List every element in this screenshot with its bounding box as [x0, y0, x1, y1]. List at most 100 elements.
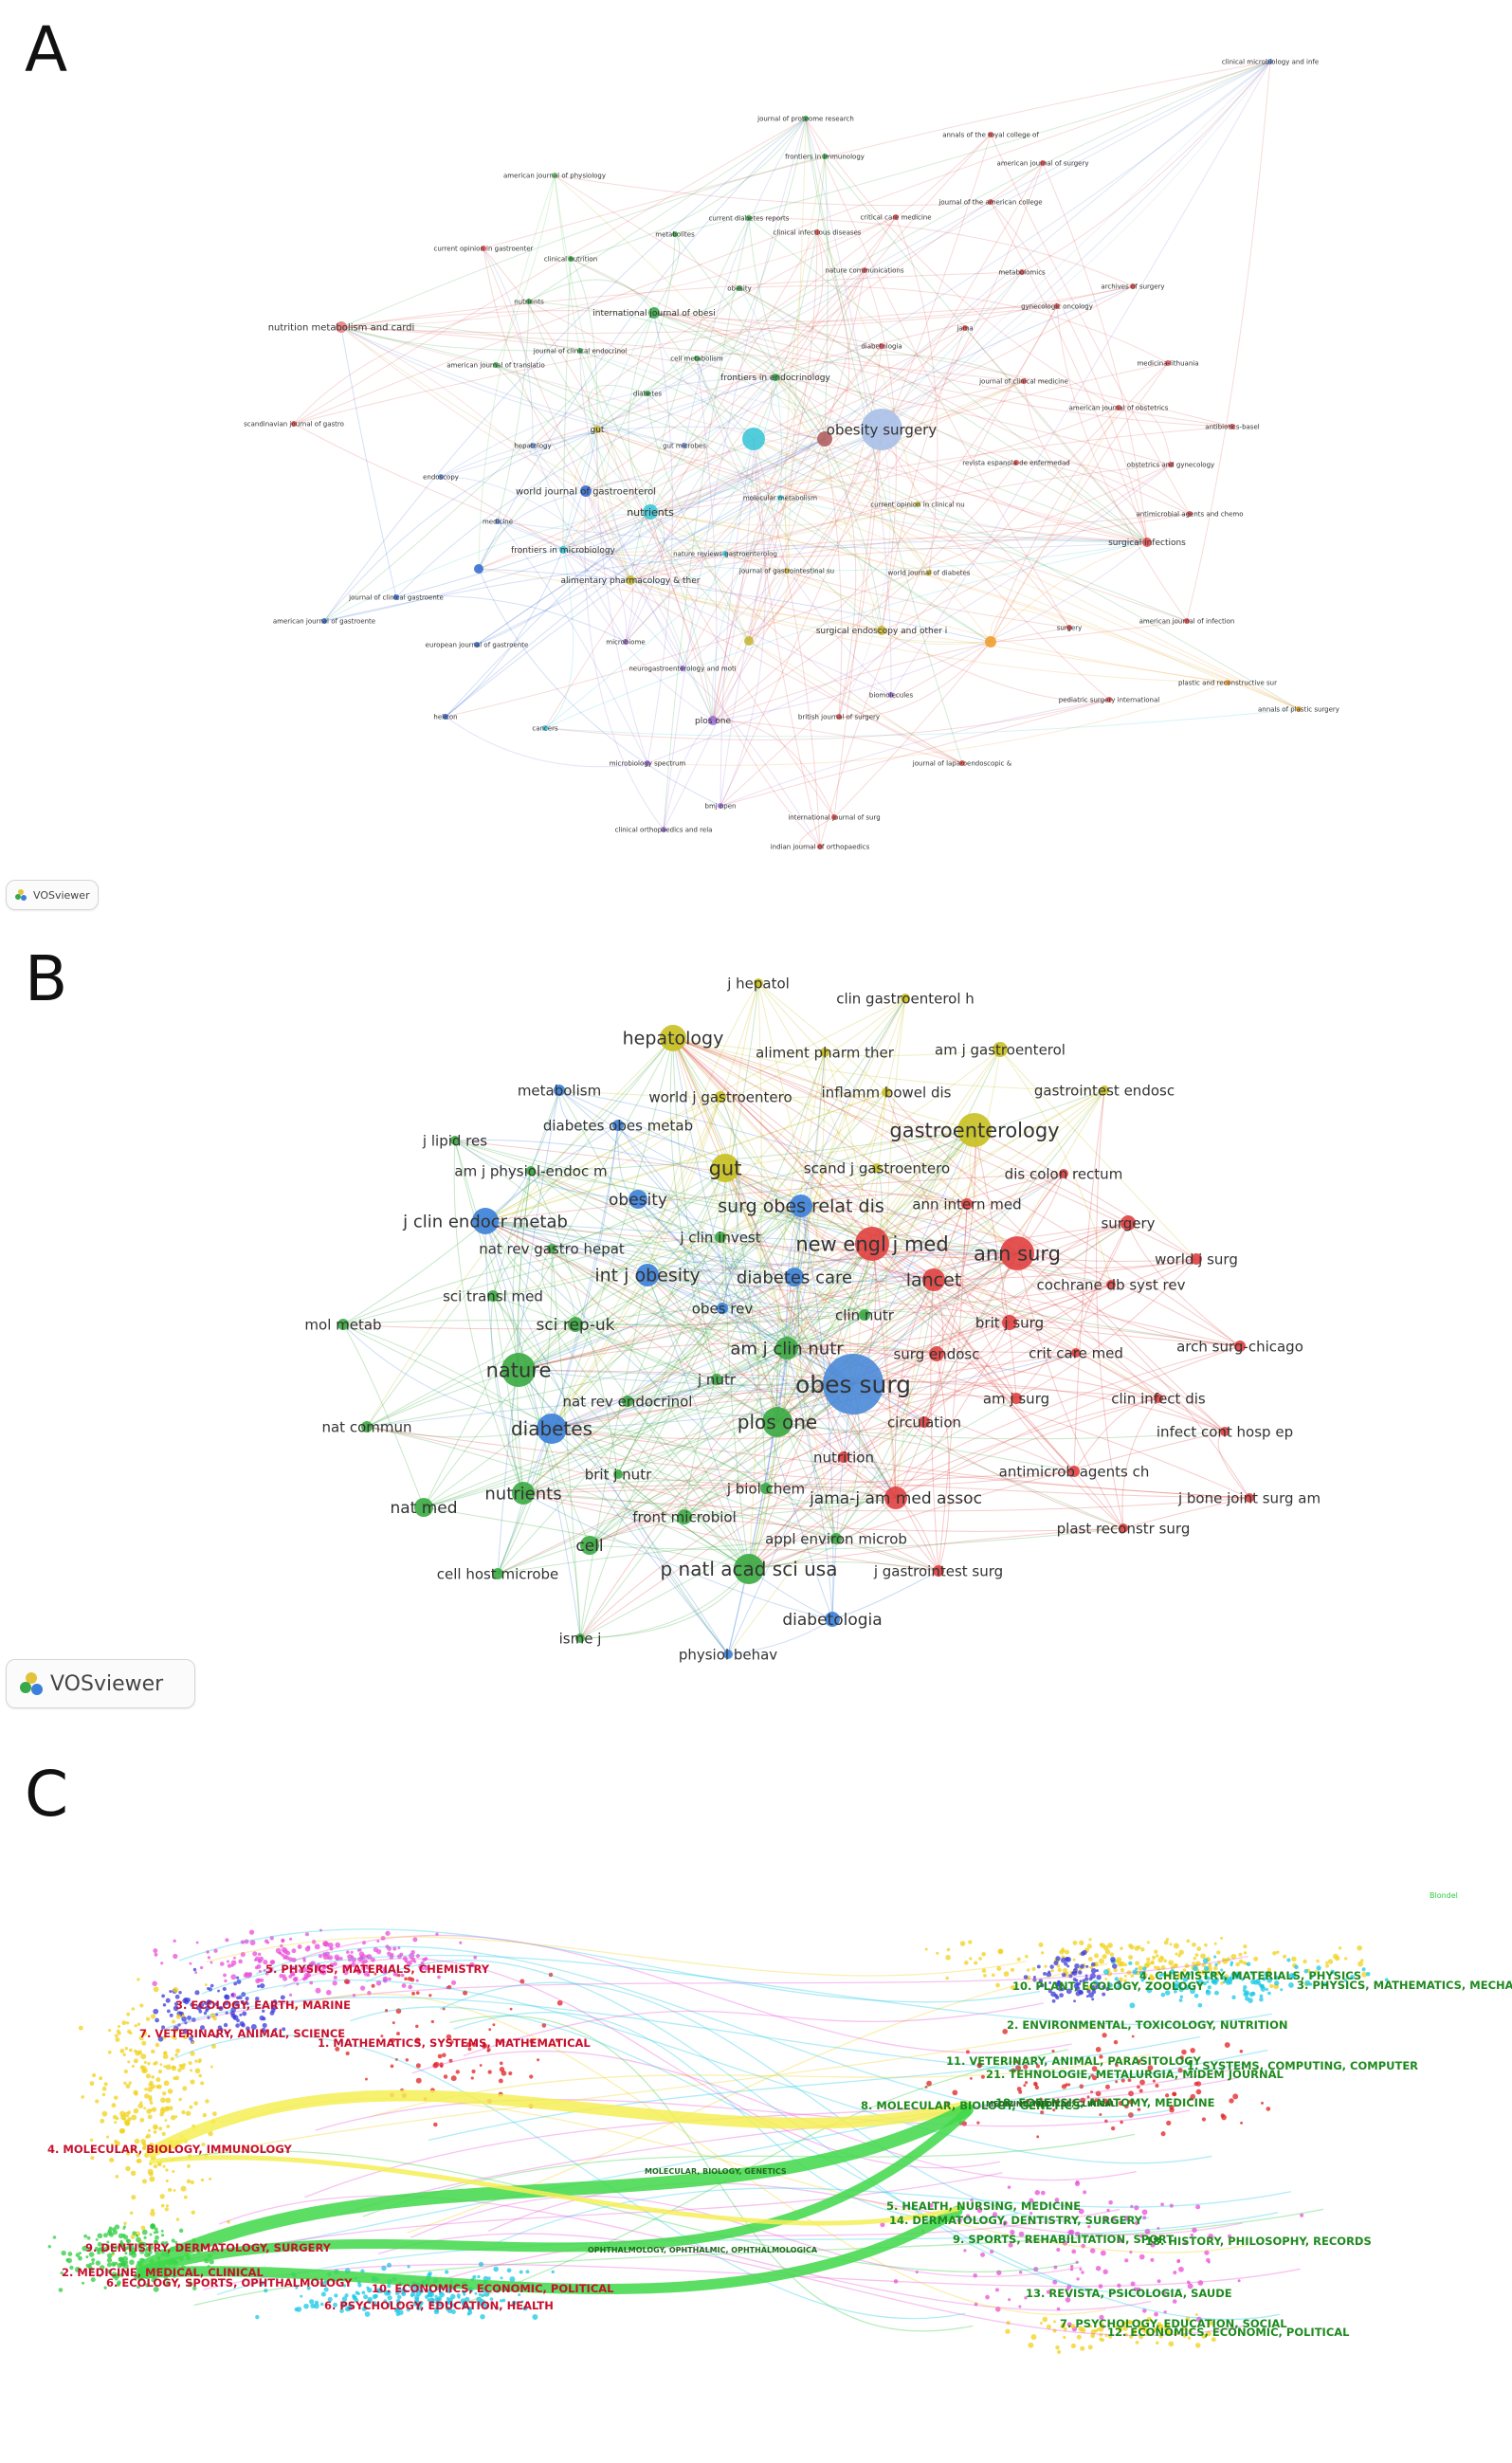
panel-c-journal-dot — [1134, 1945, 1139, 1951]
panel-a-edge — [293, 305, 1058, 425]
panel-b-edge — [484, 1051, 826, 1222]
panel-c-journal-dot — [1224, 2042, 1230, 2048]
panel-a-edge — [649, 511, 1300, 710]
panel-a-edge — [478, 568, 1229, 684]
panel-a-edge — [629, 462, 1017, 581]
panel-a-node-label: international journal of surg — [788, 813, 880, 821]
panel-a-edge — [625, 345, 883, 643]
panel-b-edge — [776, 1284, 1112, 1423]
panel-b-edge — [551, 1167, 726, 1250]
panel-b-edge — [454, 1140, 721, 1238]
panel-c-journal-dot — [392, 1946, 397, 1951]
panel-c-journal-dot — [227, 1963, 232, 1968]
panel-a-edge — [495, 364, 992, 643]
panel-a-node — [888, 692, 894, 698]
panel-c-journal-dot — [1123, 1962, 1128, 1967]
panel-b-edge — [800, 997, 906, 1207]
panel-b-edge — [871, 1049, 1001, 1245]
panel-a-edge — [774, 376, 1070, 629]
panel-c-journal-dot — [963, 2249, 967, 2253]
panel-b-edge — [551, 982, 759, 1430]
panel-c-journal-dot — [114, 2261, 118, 2266]
panel-c-journal-dot — [332, 1980, 337, 1986]
panel-a-node-label: frontiers in immunology — [785, 153, 865, 160]
panel-a-edge — [445, 438, 826, 718]
panel-b-edge — [579, 1243, 873, 1639]
panel-c-journal-dot — [437, 1975, 441, 1980]
panel-c-journal-dot — [154, 1952, 158, 1957]
panel-c-journal-dot — [1120, 1946, 1123, 1951]
panel-b-edge — [786, 1347, 1159, 1399]
panel-b-node — [919, 1416, 930, 1428]
panel-b-node — [929, 1346, 944, 1361]
panel-a-node — [559, 546, 567, 554]
panel-c-journal-dot — [1005, 2328, 1011, 2334]
panel-a-node — [893, 214, 899, 220]
panel-a-edge — [340, 326, 581, 352]
panel-c-journal-dot — [155, 2042, 160, 2048]
panel-c-journal-dot — [1065, 1949, 1070, 1955]
panel-c-journal-dot — [1023, 2084, 1027, 2088]
panel-c-journal-dot — [207, 1956, 211, 1960]
panel-a-edge — [532, 285, 1134, 447]
panel-a-edge — [770, 376, 826, 440]
panel-a-edge — [990, 134, 1191, 515]
panel-c-journal-dot — [155, 2077, 161, 2083]
panel-b-edge — [748, 1421, 925, 1570]
panel-c-journal-dot — [443, 2074, 448, 2079]
panel-b-edge — [637, 1198, 854, 1385]
panel-a-node-label: biomolecules — [869, 691, 914, 699]
panel-c-journal-dot — [1071, 2249, 1077, 2254]
panel-b-edge — [669, 1037, 718, 1380]
panel-a-edge — [596, 429, 648, 764]
panel-a-edge — [653, 312, 1233, 428]
panel-b-edge — [518, 1252, 1018, 1371]
panel-a-edge — [786, 118, 807, 572]
panel-b-node — [1002, 1315, 1017, 1330]
panel-b-edge — [454, 1140, 778, 1423]
panel-c-journal-dot — [117, 2025, 120, 2029]
panel-c-journal-dot — [1025, 2081, 1029, 2085]
panel-c-journal-dot — [108, 2029, 112, 2033]
panel-c-journal-dot — [1123, 1974, 1127, 1978]
panel-c-journal-dot — [1010, 1967, 1015, 1972]
panel-a-node-label: annals of the royal college of — [942, 131, 1039, 138]
panel-a-edge — [663, 217, 750, 830]
panel-a-node — [744, 636, 754, 646]
panel-c-journal-dot — [1155, 2341, 1159, 2345]
panel-a-node — [1142, 538, 1152, 547]
panel-b-edge — [579, 1258, 1197, 1639]
panel-b-node — [775, 1337, 798, 1359]
panel-c-journal-dot — [1117, 1961, 1123, 1967]
panel-b-edge — [938, 1203, 968, 1572]
panel-c-journal-dot — [1276, 1950, 1280, 1954]
panel-c-journal-dot — [1231, 1995, 1236, 2000]
panel-c-journal-dot — [385, 1930, 391, 1936]
panel-c-journal-dot — [165, 2097, 172, 2104]
panel-c-journal-dot — [1266, 1987, 1269, 1991]
panel-b-node — [554, 1085, 565, 1096]
panel-a-edge — [528, 118, 807, 302]
panel-c-journal-dot — [175, 2217, 180, 2221]
panel-a-node — [443, 714, 448, 720]
panel-b-node — [754, 978, 763, 988]
panel-c-journal-dot — [153, 2231, 156, 2235]
panel-a-edge — [720, 497, 781, 807]
panel-a-edge — [881, 61, 1271, 430]
panel-c-journal-dot — [428, 1994, 432, 1998]
panel-c-journal-dot — [347, 1954, 353, 1960]
panel-b-edge — [724, 1167, 865, 1316]
panel-b-edge — [551, 1428, 750, 1570]
panel-c-journal-dot — [1044, 1964, 1047, 1968]
panel-a-node-label: current opinion in clinical nu — [870, 501, 964, 508]
panel-c-journal-dot — [61, 2250, 66, 2256]
panel-c-journal-dot — [1016, 2087, 1022, 2091]
panel-b-node — [628, 1190, 647, 1209]
panel-b-edge — [672, 1037, 1226, 1432]
panel-b-edge — [522, 1383, 854, 1494]
panel-b-node — [922, 1268, 945, 1291]
panel-c-journal-dot — [175, 2014, 182, 2019]
panel-c-journal-dot — [430, 2019, 434, 2024]
panel-a-edge — [629, 579, 1229, 684]
